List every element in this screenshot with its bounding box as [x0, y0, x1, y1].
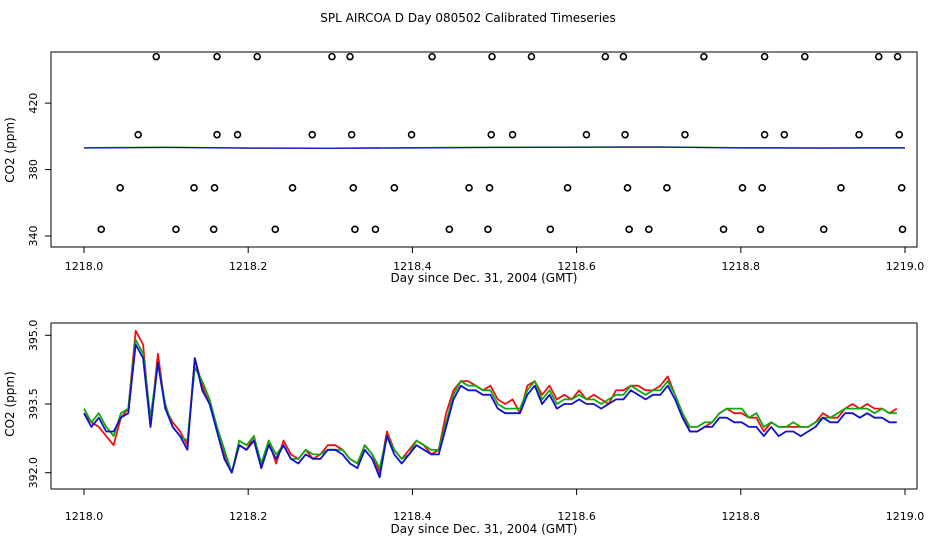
scatter-point	[601, 52, 610, 61]
scatter-point	[328, 52, 336, 61]
series-line-green	[83, 338, 897, 474]
scatter-point	[349, 184, 358, 192]
scatter-point	[837, 184, 845, 192]
scatter-point	[465, 184, 473, 192]
scatter-point	[898, 225, 907, 234]
scatter-point	[445, 225, 454, 234]
x-tick-label: 1218.6	[557, 510, 596, 523]
top-y-axis-label: CO2 (ppm)	[3, 117, 17, 183]
scatter-point	[663, 184, 671, 192]
series-line-blue	[83, 343, 897, 479]
top-scatter-points	[97, 52, 907, 234]
scatter-point	[485, 184, 494, 192]
scatter-point	[801, 52, 809, 61]
scatter-point	[508, 130, 517, 139]
bottom-plot-frame	[50, 322, 918, 490]
scatter-point	[527, 52, 536, 61]
bottom-panel: 1218.0 1218.2 1218.4 1218.6 1218.8 1219.0 392…	[3, 320, 924, 536]
x-tick-label: 1218.4	[393, 510, 432, 523]
scatter-point	[271, 225, 280, 234]
scatter-point	[97, 225, 106, 234]
scatter-point	[488, 52, 496, 61]
scatter-point	[213, 130, 221, 139]
scatter-point	[116, 184, 124, 192]
scatter-point	[619, 52, 628, 61]
figure-title: SPL AIRCOA D Day 080502 Calibrated Times…	[320, 11, 615, 25]
scatter-point	[152, 52, 161, 61]
scatter-point	[213, 52, 221, 61]
scatter-point	[874, 52, 883, 61]
scatter-point	[893, 52, 902, 61]
scatter-point	[780, 130, 789, 139]
scatter-point	[484, 225, 492, 234]
scatter-point	[546, 225, 555, 234]
x-tick-label: 1218.0	[65, 510, 104, 523]
scatter-point	[308, 130, 317, 139]
scatter-point	[758, 184, 766, 192]
y-tick-label: 392.0	[27, 457, 40, 489]
series-line-blue	[83, 146, 906, 149]
top-x-axis-label: Day since Dec. 31, 2004 (GMT)	[391, 271, 578, 285]
x-tick-label: 1218.2	[229, 510, 268, 523]
scatter-point	[819, 225, 828, 234]
series-line-red	[83, 329, 898, 474]
scatter-point	[347, 130, 356, 139]
bottom-y-axis: 392.0 393.5 395.0	[27, 320, 51, 489]
scatter-point	[371, 225, 380, 234]
scatter-point	[288, 184, 297, 192]
scatter-point	[719, 225, 728, 234]
bottom-y-axis-label: CO2 (ppm)	[3, 371, 17, 437]
scatter-point	[487, 130, 496, 139]
scatter-point	[134, 130, 142, 139]
y-tick-label: 420	[27, 93, 40, 114]
top-x-axis: 1218.0 1218.2 1218.4 1218.6 1218.8 1219.0	[65, 247, 925, 273]
scatter-point	[253, 52, 262, 61]
y-tick-label: 393.5	[27, 388, 40, 420]
scatter-point	[209, 225, 218, 234]
scatter-point	[681, 130, 689, 139]
scatter-point	[700, 52, 708, 61]
scatter-point	[563, 184, 572, 192]
scatter-point	[760, 52, 769, 61]
x-tick-label: 1218.8	[722, 260, 761, 273]
scatter-point	[738, 184, 747, 192]
scatter-point	[210, 184, 219, 192]
x-tick-label: 1218.2	[229, 260, 268, 273]
x-tick-label: 1219.0	[886, 510, 925, 523]
scatter-point	[390, 184, 399, 192]
top-plot-frame	[50, 51, 918, 248]
top-panel: 1218.0 1218.2 1218.4 1218.6 1218.8 1219.0 340…	[3, 51, 925, 285]
scatter-point	[645, 225, 653, 234]
y-tick-label: 395.0	[27, 320, 40, 352]
scatter-point	[756, 225, 765, 234]
bottom-series-lines	[83, 329, 898, 479]
scatter-point	[172, 225, 180, 234]
scatter-point	[233, 130, 242, 139]
x-tick-label: 1218.8	[722, 510, 761, 523]
top-y-axis: 340 380 420	[27, 93, 51, 247]
x-tick-label: 1219.0	[886, 260, 925, 273]
scatter-point	[760, 130, 769, 139]
scatter-point	[190, 184, 198, 192]
scatter-point	[855, 130, 863, 139]
top-series-lines	[83, 146, 906, 149]
scatter-point	[623, 184, 632, 192]
scatter-point	[895, 130, 904, 139]
scatter-point	[897, 184, 906, 192]
y-tick-label: 380	[27, 159, 40, 180]
scatter-point	[407, 130, 416, 139]
scatter-point	[582, 130, 591, 139]
y-tick-label: 340	[27, 226, 40, 247]
scatter-point	[621, 130, 629, 139]
scatter-point	[346, 52, 354, 61]
scatter-point	[625, 225, 633, 234]
x-tick-label: 1218.6	[557, 260, 596, 273]
bottom-x-axis: 1218.0 1218.2 1218.4 1218.6 1218.8 1219.0	[65, 489, 925, 523]
bottom-x-axis-label: Day since Dec. 31, 2004 (GMT)	[391, 522, 578, 536]
x-tick-label: 1218.0	[65, 260, 104, 273]
scatter-point	[351, 225, 359, 234]
x-tick-label: 1218.4	[393, 260, 432, 273]
scatter-point	[428, 52, 436, 61]
